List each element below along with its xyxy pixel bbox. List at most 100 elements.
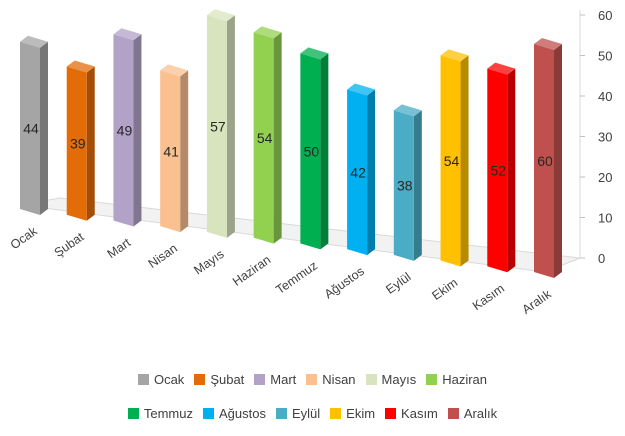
legend-swatch: [426, 373, 438, 385]
legend-label: Haziran: [442, 371, 488, 387]
category-label: Eylül: [383, 270, 413, 297]
legend-label: Ocak: [153, 371, 185, 387]
y-tick-label: 30: [598, 130, 612, 145]
legend-item: Ocak: [137, 371, 185, 387]
data-label: 39: [70, 136, 86, 152]
bar-temmuz: 50: [300, 47, 329, 250]
bars: 44 39 49 41 57 54 50 42 38 54 52 60: [20, 9, 562, 278]
bar-front: [253, 32, 274, 244]
legend-swatch: [254, 373, 266, 385]
data-label: 54: [444, 153, 460, 169]
bar-front: [393, 110, 414, 261]
legend-item: Haziran: [426, 372, 487, 387]
category-label: Ocak: [8, 224, 41, 253]
legend-item: Temmuz: [127, 406, 193, 421]
legend-row: Ocak Şubat Mart Nisan Mayıs Haziran: [0, 368, 625, 390]
bar-top: [66, 60, 95, 73]
legend-swatch: [194, 373, 206, 385]
legend-swatch: [306, 373, 318, 385]
legend-label: Mart: [270, 371, 297, 387]
bar-mayıs: 57: [206, 9, 235, 238]
bar-chart-3d: 0 10 20 30 40 50 60 44 39 49 41 57 54 50 42 38 54 52 60 O…: [8, 8, 613, 421]
bar-eylül: 38: [393, 104, 422, 261]
bar-front: [300, 53, 321, 250]
bar-side: [180, 70, 189, 233]
bar-top: [206, 9, 235, 22]
bar-side: [320, 53, 329, 250]
legend-label: Kasım: [401, 405, 438, 421]
legend-item: Mart: [254, 372, 296, 387]
bar-front: [440, 55, 461, 267]
data-label: 54: [257, 130, 273, 146]
chart-svg: 0 10 20 30 40 50 60 44 39 49 41 57 54 50 42 38 54 52 60 O…: [8, 8, 613, 317]
legend-item: Nisan: [306, 371, 356, 387]
bar-front: [113, 34, 134, 227]
data-label: 38: [397, 178, 413, 194]
bar-side: [460, 55, 469, 267]
bar-şubat: 39: [66, 60, 95, 221]
bar-haziran: 54: [253, 26, 282, 244]
legend-item: Ekim: [330, 406, 375, 421]
bar-front: [20, 41, 40, 215]
legend-swatch: [137, 373, 149, 385]
y-tick-label: 20: [598, 170, 612, 185]
category-label: Mayıs: [191, 247, 226, 278]
legend-label: Mayıs: [381, 371, 417, 387]
category-label: Temmuz: [273, 258, 320, 297]
bar-ocak: 44: [20, 35, 48, 215]
data-label: 57: [210, 119, 226, 135]
bar-top: [20, 35, 48, 48]
bar-ekim: 54: [440, 49, 469, 267]
bar-top: [487, 62, 516, 75]
data-label: 41: [163, 143, 179, 159]
category-label: Ağustos: [322, 264, 367, 301]
value-axis: 0 10 20 30 40 50 60: [580, 8, 612, 266]
category-label: Haziran: [230, 253, 273, 289]
data-label: 50: [304, 143, 320, 159]
legend-swatch: [202, 407, 214, 419]
category-label: Ekim: [429, 276, 460, 303]
bar-ağustos: 42: [347, 83, 376, 256]
legend-swatch: [127, 407, 139, 419]
data-label: 49: [117, 122, 133, 138]
bar-top: [393, 104, 422, 117]
category-label: Nisan: [146, 241, 180, 271]
bar-front: [534, 44, 554, 278]
category-label: Kasım: [470, 281, 507, 313]
bar-side: [554, 44, 562, 278]
bar-front: [66, 66, 87, 221]
data-label: 44: [23, 120, 39, 136]
legend: Ocak Şubat Mart Nisan Mayıs Haziran Temmuz Ağu…: [0, 368, 625, 436]
category-label: Aralık: [520, 287, 555, 317]
bar-top: [440, 49, 469, 62]
legend-item: Şubat: [194, 372, 244, 387]
legend-swatch: [275, 407, 287, 419]
bar-top: [347, 83, 376, 96]
legend-item: Eylül: [275, 406, 320, 421]
y-tick-label: 0: [598, 251, 605, 266]
bar-side: [40, 41, 48, 215]
data-label: 60: [537, 153, 553, 169]
bar-mart: 49: [113, 28, 142, 227]
bar-side: [367, 89, 376, 256]
bar-front: [347, 89, 368, 256]
legend-item: Kasım: [385, 406, 438, 421]
y-tick-label: 10: [598, 211, 612, 226]
legend-swatch: [385, 407, 397, 419]
legend-label: Nisan: [322, 371, 356, 387]
y-tick-label: 40: [598, 89, 612, 104]
legend-label: Aralık: [463, 405, 498, 421]
legend-swatch: [365, 373, 377, 385]
legend-item: Mayıs: [365, 371, 417, 387]
bar-front: [160, 70, 181, 233]
legend-swatch: [330, 407, 342, 419]
bar-top: [534, 38, 562, 50]
y-tick-label: 60: [598, 8, 612, 23]
bar-top: [253, 26, 282, 39]
data-label: 52: [490, 162, 506, 178]
legend-row: Temmuz Ağustos Eylül Ekim Kasım Aralık: [0, 402, 625, 424]
bar-kasım: 52: [487, 62, 516, 273]
bar-side: [273, 32, 282, 244]
legend-label: Şubat: [210, 371, 245, 387]
legend-label: Ağustos: [218, 405, 266, 421]
